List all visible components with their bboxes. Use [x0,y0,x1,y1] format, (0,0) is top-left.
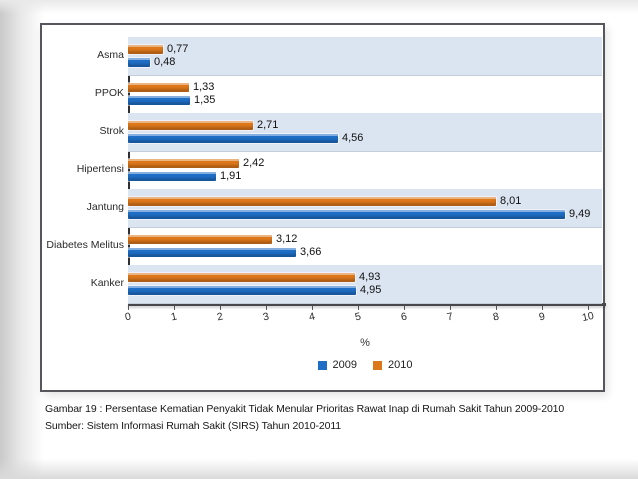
category-label: Hipertensi [76,163,124,175]
bar-2009-diabetes-melitus [128,248,296,257]
x-tick-mark [496,306,497,310]
category-label: Jantung [86,201,124,213]
x-axis-title: % [360,337,370,349]
bar-2010-diabetes-melitus [128,235,272,244]
x-tick-mark [588,306,589,310]
chart-frame: % 2009 2010 Asma 0,77 0,48 PPOK 1,33 1,35 Strok… [40,23,606,392]
legend-label-2009: 2009 [332,359,357,371]
x-tick-label: 5 [353,310,363,324]
bar-2010-hipertensi [128,159,239,168]
x-tick-label: 3 [261,310,271,324]
x-tick-label: 2 [215,310,225,324]
x-tick-mark [404,306,405,310]
row-band [128,265,602,303]
bar-2009-hipertensi [128,172,216,181]
legend-swatch-2009 [317,360,327,370]
x-tick-mark [450,306,451,310]
bar-2010-strok [128,121,253,130]
value-label: 9,49 [569,208,591,220]
value-label: 3,66 [300,246,322,258]
bar-2009-ppok [128,96,190,105]
legend-label-2010: 2010 [388,359,413,371]
right-accent-bottom-block [590,458,638,479]
value-label: 4,95 [360,284,382,296]
x-tick-label: 1 [169,310,179,324]
legend-swatch-2010 [373,360,382,370]
x-tick-label: 9 [537,310,547,324]
value-label: 8,01 [500,195,522,207]
bar-2010-asma [128,45,163,54]
row-band [128,37,602,75]
x-tick-mark [128,306,129,310]
x-tick-label: 4 [307,310,317,324]
category-label: Strok [99,125,124,137]
bar-2010-kanker [128,273,355,282]
value-label: 0,77 [167,43,189,55]
value-label: 0,48 [154,56,176,68]
left-shadow-gradient [0,0,44,479]
legend: 2009 2010 [128,359,602,371]
value-label: 4,93 [359,271,381,283]
x-tick-label: 10 [581,309,595,325]
x-tick-mark [266,306,267,310]
x-tick-label: 8 [491,310,501,324]
category-label: PPOK [94,87,124,99]
top-shadow-gradient [0,0,638,14]
x-tick-mark [542,306,543,310]
bar-2010-ppok [128,83,189,92]
x-tick-label: 7 [445,310,455,324]
x-tick-label: 6 [399,310,409,324]
caption-line-2: Sumber: Sistem Informasi Rumah Sakit (SI… [45,420,342,432]
category-label: Asma [97,49,124,61]
bar-2009-kanker [128,286,356,295]
row-band [128,189,602,227]
bottom-shadow-gradient [0,459,638,479]
bar-2009-asma [128,58,150,67]
x-axis-line [128,303,606,306]
category-label: Diabetes Melitus [46,239,124,251]
x-tick-mark [174,306,175,310]
value-label: 2,71 [257,119,279,131]
category-label: Kanker [90,277,124,289]
x-tick-mark [358,306,359,310]
x-tick-mark [220,306,221,310]
x-tick-mark [312,306,313,310]
value-label: 3,12 [276,233,298,245]
bar-2009-jantung [128,210,565,219]
value-label: 4,56 [342,132,364,144]
figure-caption: Gambar 19 : Persentase Kematian Penyakit… [45,401,595,435]
legend-item-2009: 2009 [317,359,357,371]
bar-2009-strok [128,134,338,143]
right-accent-khaki-block [612,378,638,428]
bar-2010-jantung [128,197,496,206]
row-band [128,113,602,151]
value-label: 2,42 [243,157,265,169]
x-tick-label: 0 [123,310,133,324]
value-label: 1,33 [193,81,215,93]
value-label: 1,35 [194,94,216,106]
y-axis-line [128,37,130,305]
value-label: 1,91 [220,170,242,182]
caption-line-1: Gambar 19 : Persentase Kematian Penyakit… [45,403,565,415]
legend-item-2010: 2010 [373,359,412,371]
